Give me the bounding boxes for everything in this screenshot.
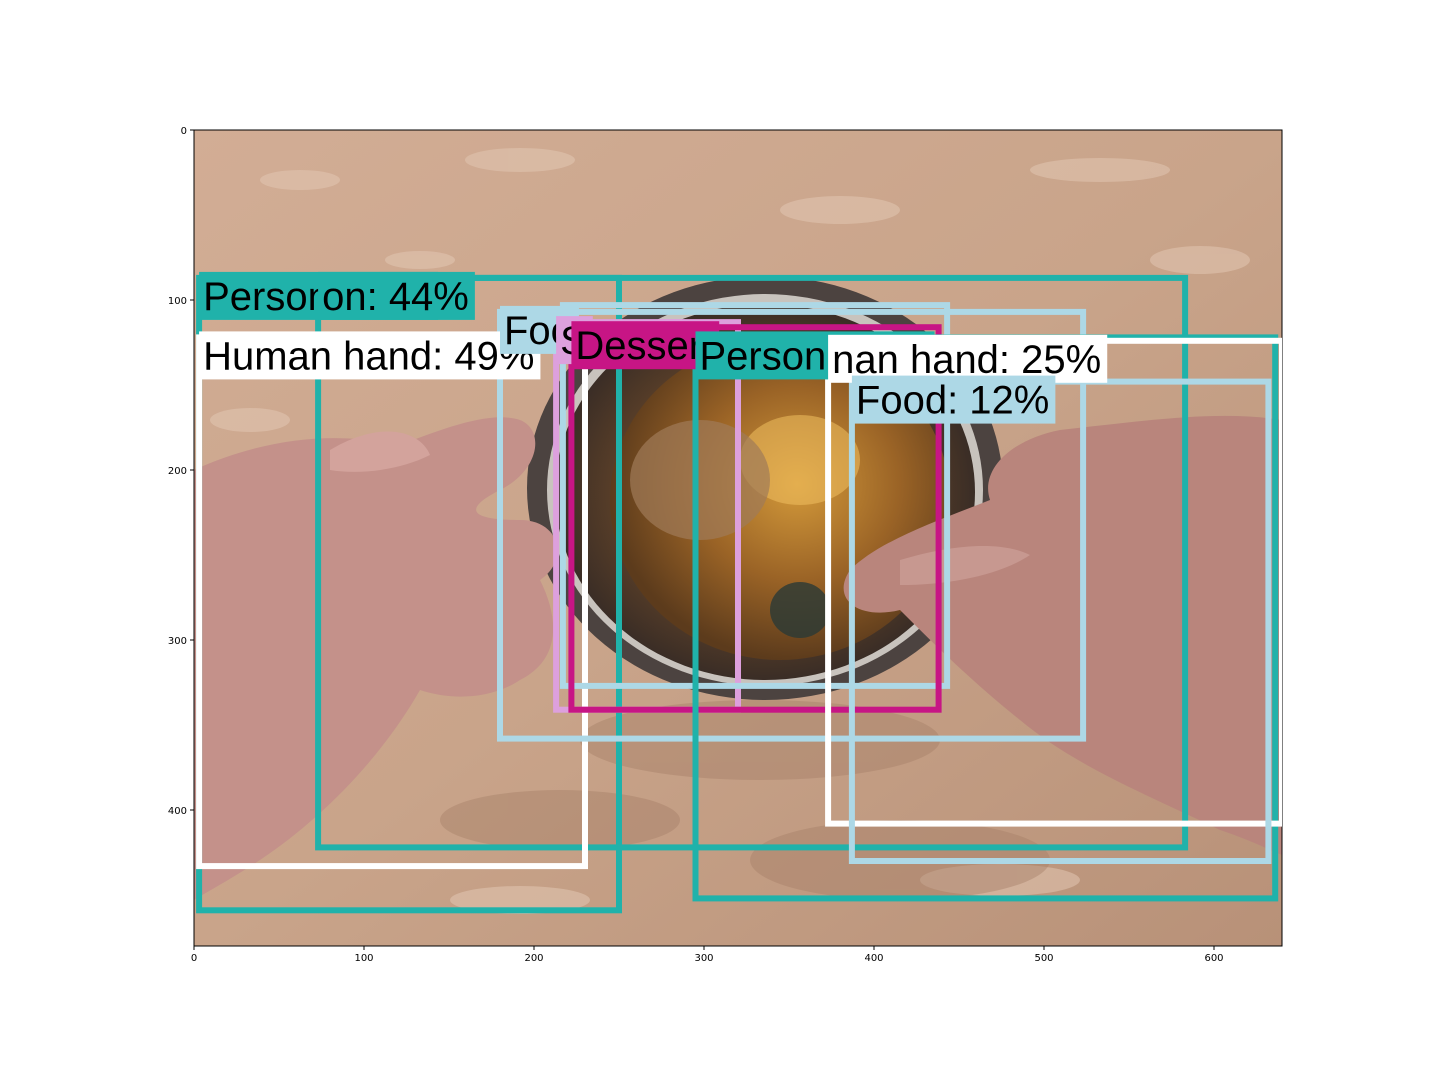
y-tick-label: 0 xyxy=(181,126,187,137)
right-hand xyxy=(843,415,1282,855)
detection-labels: Person: 13%on: 44%Human hand: 49%FooSDes… xyxy=(199,271,1108,424)
detection-box xyxy=(559,302,951,689)
detection-label: nan hand: 25% xyxy=(832,338,1101,382)
y-tick-label: 300 xyxy=(168,636,187,647)
left-hand xyxy=(194,417,558,900)
x-tick-label: 100 xyxy=(354,953,373,964)
x-tick-label: 300 xyxy=(694,953,713,964)
detection-label-background xyxy=(199,331,541,380)
y-axis: 0 100 200 300 400 xyxy=(168,126,194,817)
x-tick-label: 500 xyxy=(1034,953,1053,964)
y-tick-label: 400 xyxy=(168,806,187,817)
x-axis: 0 100 200 300 400 500 600 xyxy=(191,946,1224,964)
y-tick-label: 100 xyxy=(168,296,187,307)
x-tick-label: 200 xyxy=(524,953,543,964)
y-tick-label: 200 xyxy=(168,466,187,477)
detection-label-background xyxy=(828,334,1108,383)
detection-label-background xyxy=(571,321,720,370)
x-tick-label: 400 xyxy=(864,953,883,964)
detection-label: on: 44% xyxy=(322,275,469,319)
detection-box xyxy=(315,274,1189,851)
x-tick-label: 0 xyxy=(191,953,197,964)
detection-label: Dessert xyxy=(575,324,713,368)
dark-spot xyxy=(770,582,830,638)
food-lump xyxy=(630,420,770,540)
detection-label-background xyxy=(851,375,1056,424)
detection-label-background xyxy=(318,271,475,320)
detection-box xyxy=(568,324,942,713)
x-tick-label: 600 xyxy=(1204,953,1223,964)
detection-label: Human hand: 49% xyxy=(203,334,534,378)
detection-box xyxy=(497,308,1087,742)
ground-texture xyxy=(210,148,1270,914)
detection-label: Food: 12% xyxy=(856,379,1049,423)
